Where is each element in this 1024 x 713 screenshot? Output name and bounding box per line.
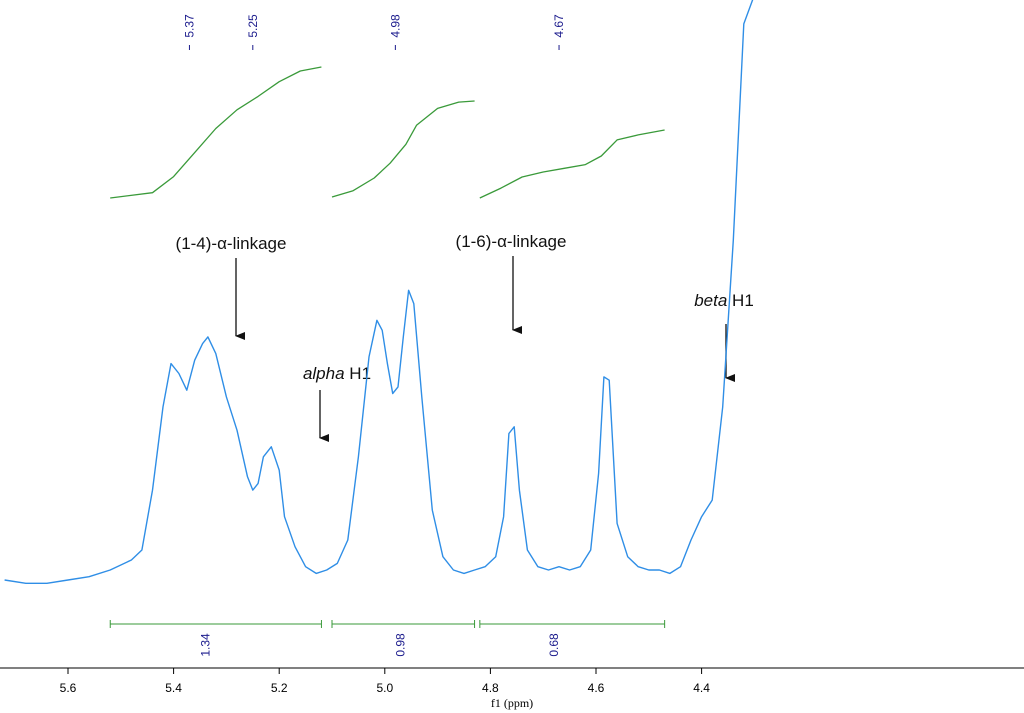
annotation-label: (1-6)-α-linkage (456, 232, 567, 251)
spectrum-trace (4, 0, 754, 584)
integral-brackets: 1.34 0.98 0.68 (109, 620, 666, 657)
peak-label: 5.25 (246, 14, 260, 38)
x-tick-label: 4.8 (482, 681, 499, 695)
spectrum-line (4, 0, 754, 584)
peak-label: 4.67 (552, 14, 566, 38)
x-tick-label: 4.6 (588, 681, 605, 695)
x-axis-title: f1 (ppm) (491, 696, 533, 710)
annotation-label: beta H1 (694, 291, 754, 310)
peak-position-labels: 5.37 5.25 4.98 4.67 (182, 14, 566, 50)
integral-curve-2 (331, 100, 475, 198)
integral-value: 1.34 (198, 633, 212, 657)
integral-value: 0.68 (547, 633, 561, 657)
x-tick-label: 5.2 (271, 681, 288, 695)
x-tick-label: 5.0 (376, 681, 393, 695)
x-tick-label: 5.4 (165, 681, 182, 695)
x-tick-label: 5.6 (60, 681, 77, 695)
integral-value: 0.98 (394, 633, 408, 657)
peak-label: 5.37 (182, 14, 196, 38)
x-tick-label: 4.4 (693, 681, 710, 695)
peak-label: 4.98 (388, 14, 402, 38)
annotation-label: (1-4)-α-linkage (176, 234, 287, 253)
integral-curves (110, 66, 665, 199)
peak-annotations: (1-4)-α-linkage alpha H1 (1-6)-α-linkage be… (176, 232, 754, 442)
integral-curve-3 (479, 129, 665, 199)
annotation-label: alpha H1 (303, 364, 371, 383)
x-axis: f1 (ppm) 5.6 5.4 5.2 5.0 4.8 4.6 4.4 (0, 667, 1024, 710)
integral-curve-1 (110, 66, 322, 199)
